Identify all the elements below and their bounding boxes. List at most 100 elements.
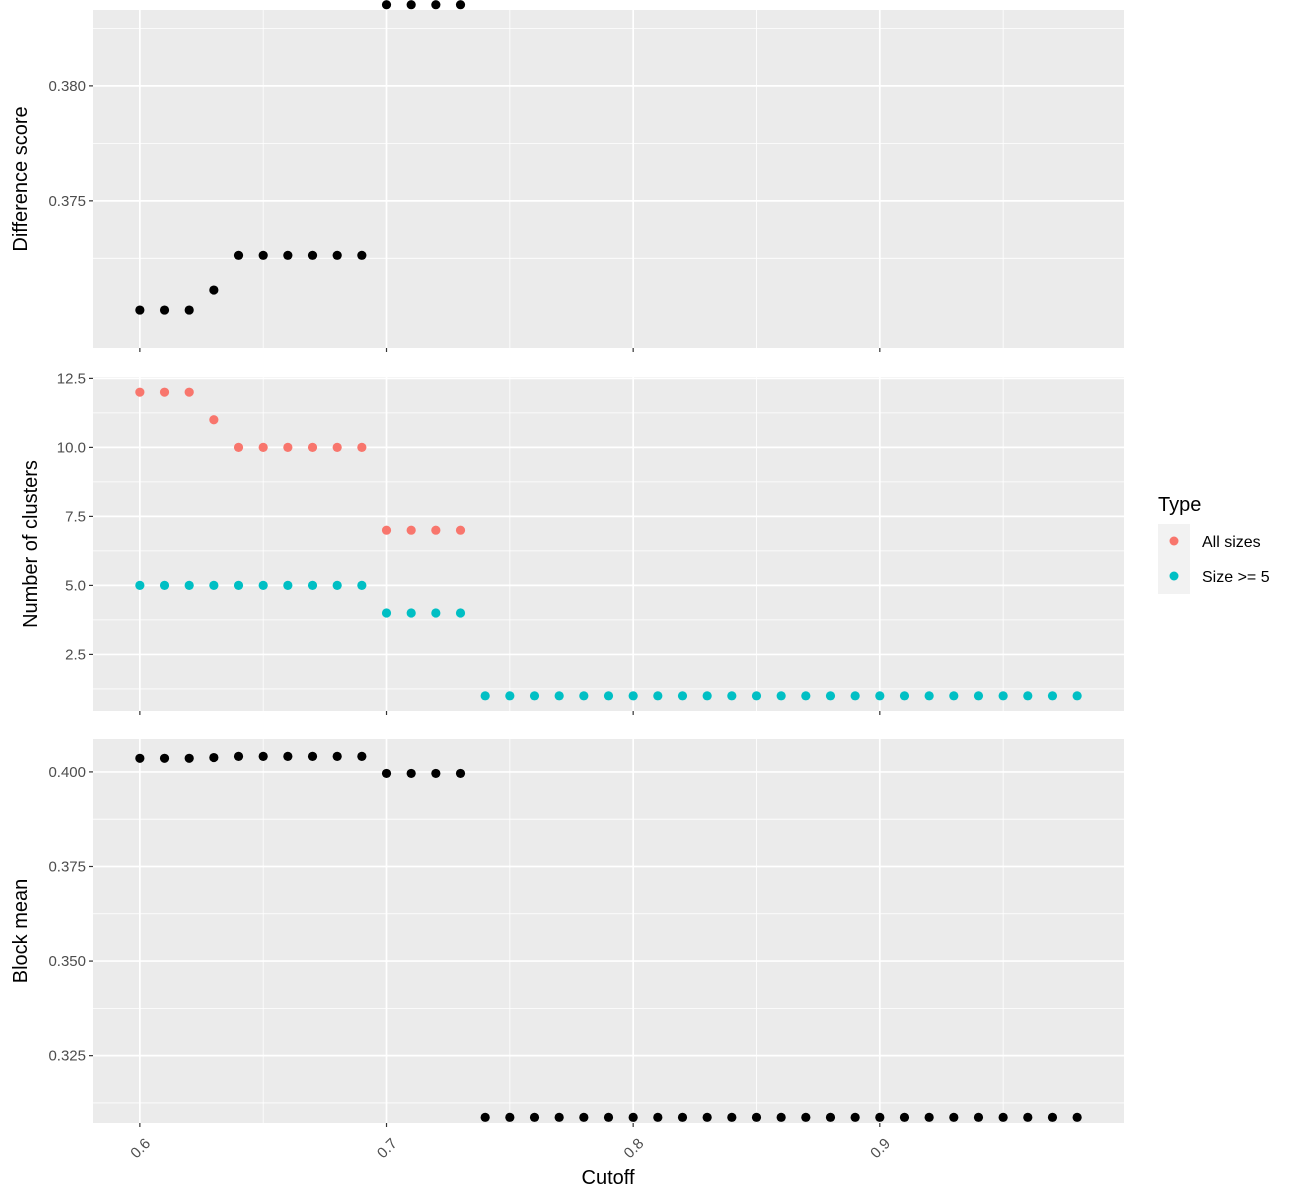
data-point bbox=[455, 525, 466, 535]
data-point bbox=[801, 691, 811, 701]
data-point bbox=[283, 250, 293, 260]
data-point bbox=[677, 1112, 688, 1122]
data-point bbox=[455, 768, 466, 779]
data-point bbox=[653, 1112, 663, 1122]
y-axis-title: Number of clusters bbox=[20, 460, 42, 628]
data-point bbox=[603, 691, 614, 701]
data-point bbox=[233, 442, 244, 452]
panel-difference-score: 0.375 0.380 Difference score bbox=[10, 0, 1124, 352]
series-number-of-clusters-0 bbox=[135, 387, 466, 535]
y-tick-label: 5.0 bbox=[65, 577, 86, 594]
data-point bbox=[727, 1112, 737, 1122]
data-point bbox=[899, 691, 910, 701]
panel-block-mean: 0.325 0.350 0.375 0.400 Block mean 0.6 0.7 0.8 0… bbox=[10, 739, 1124, 1162]
data-point bbox=[406, 608, 416, 618]
data-point bbox=[209, 752, 219, 763]
data-point bbox=[209, 580, 219, 591]
data-point bbox=[1023, 1112, 1033, 1122]
data-point bbox=[751, 1112, 762, 1122]
data-point bbox=[159, 305, 170, 315]
data-point bbox=[702, 691, 712, 701]
data-point bbox=[825, 691, 836, 701]
data-point bbox=[233, 580, 244, 591]
data-point bbox=[480, 691, 490, 701]
y-tick-label: 10.0 bbox=[57, 439, 86, 456]
data-point bbox=[554, 691, 564, 701]
data-point bbox=[283, 442, 293, 452]
data-point bbox=[751, 691, 762, 701]
y-tick-label: 2.5 bbox=[65, 646, 86, 663]
data-point bbox=[505, 691, 515, 701]
data-point bbox=[924, 1112, 934, 1122]
data-point bbox=[332, 442, 342, 452]
series-difference-score-0 bbox=[135, 0, 466, 315]
panel-background bbox=[93, 739, 1124, 1123]
data-point bbox=[431, 0, 441, 10]
data-point bbox=[677, 691, 688, 701]
panels: 0.375 0.380 Difference score 2.5 5.0 7.5 10.0 1… bbox=[10, 0, 1124, 1162]
data-point bbox=[603, 1112, 614, 1122]
data-point bbox=[184, 580, 194, 591]
data-point bbox=[505, 1112, 515, 1122]
data-point bbox=[529, 1112, 540, 1122]
data-point bbox=[135, 387, 145, 397]
data-point bbox=[233, 751, 244, 762]
data-point bbox=[258, 442, 268, 452]
y-axis-title: Block mean bbox=[10, 879, 32, 984]
data-point bbox=[431, 608, 441, 618]
data-point bbox=[653, 691, 663, 701]
data-point bbox=[431, 768, 441, 779]
data-point bbox=[924, 691, 934, 701]
legend-label-size-ge-5: Size >= 5 bbox=[1202, 569, 1270, 586]
data-point bbox=[307, 442, 318, 452]
data-point bbox=[406, 0, 416, 10]
panel-background bbox=[93, 10, 1124, 348]
legend-key-size-ge-5 bbox=[1169, 571, 1179, 581]
data-point bbox=[406, 768, 416, 779]
data-point bbox=[949, 1112, 959, 1122]
data-point bbox=[702, 1112, 712, 1122]
x-tick-label: 0.9 bbox=[867, 1135, 894, 1162]
data-point bbox=[850, 1112, 860, 1122]
data-point bbox=[529, 691, 540, 701]
data-point bbox=[357, 442, 367, 452]
data-point bbox=[628, 1112, 638, 1122]
data-point bbox=[1047, 691, 1058, 701]
data-point bbox=[850, 691, 860, 701]
panel-number-of-clusters: 2.5 5.0 7.5 10.0 12.5 Number of clusters bbox=[20, 370, 1124, 715]
legend-title: Type bbox=[1158, 494, 1201, 516]
x-tick-label: 0.6 bbox=[127, 1135, 154, 1162]
y-tick-label: 0.375 bbox=[48, 858, 86, 875]
data-point bbox=[776, 691, 786, 701]
data-point bbox=[332, 580, 342, 591]
data-point bbox=[307, 580, 318, 591]
data-point bbox=[825, 1112, 836, 1122]
series-block-mean-0 bbox=[135, 751, 1082, 1122]
data-point bbox=[455, 608, 466, 618]
legend-key-all-sizes bbox=[1169, 536, 1179, 546]
data-point bbox=[159, 580, 170, 591]
data-point bbox=[628, 691, 638, 701]
x-tick-label: 0.8 bbox=[621, 1135, 648, 1162]
data-point bbox=[973, 691, 984, 701]
data-point bbox=[307, 250, 318, 260]
data-point bbox=[233, 250, 244, 260]
data-point bbox=[184, 753, 194, 763]
data-point bbox=[258, 751, 268, 762]
data-point bbox=[357, 250, 367, 260]
data-point bbox=[381, 0, 392, 10]
data-point bbox=[1047, 1112, 1058, 1122]
data-point bbox=[258, 250, 268, 260]
y-tick-label: 0.325 bbox=[48, 1048, 86, 1065]
data-point bbox=[579, 1112, 589, 1122]
data-point bbox=[455, 0, 466, 10]
data-point bbox=[332, 751, 342, 762]
data-point bbox=[381, 608, 392, 618]
data-point bbox=[307, 751, 318, 762]
data-point bbox=[875, 691, 885, 701]
data-point bbox=[135, 305, 145, 315]
y-tick-label: 0.400 bbox=[48, 764, 86, 781]
panel-background bbox=[93, 377, 1124, 711]
data-point bbox=[973, 1112, 984, 1122]
